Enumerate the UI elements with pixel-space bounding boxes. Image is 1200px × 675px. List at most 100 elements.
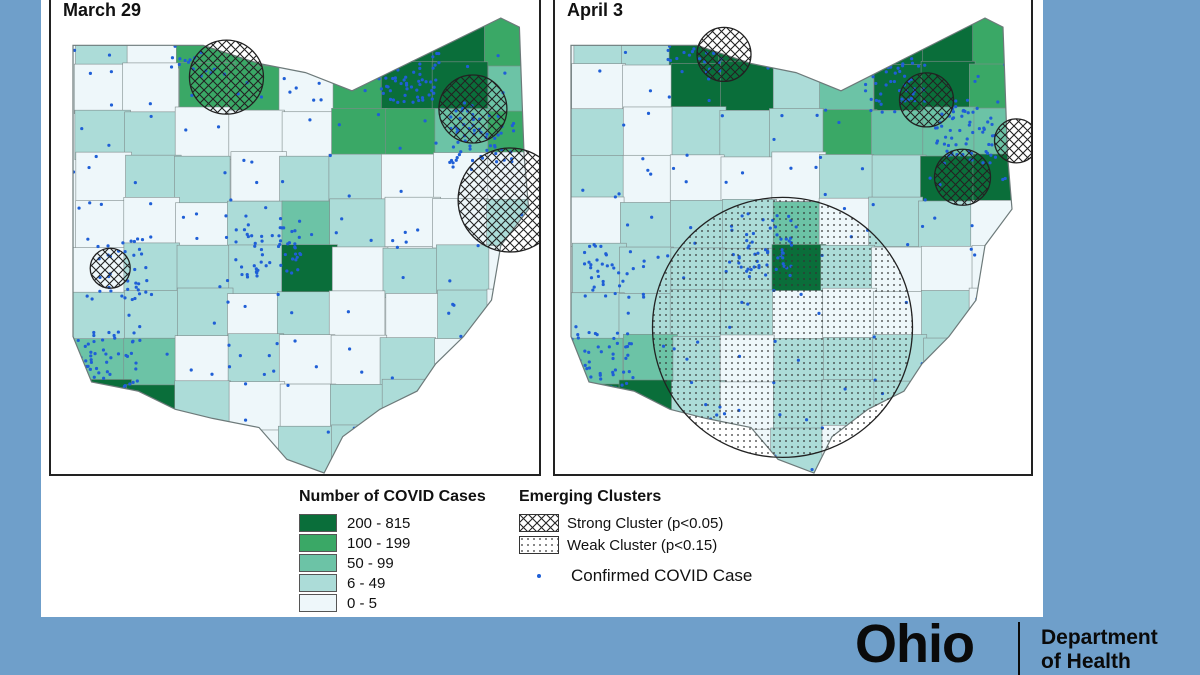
case-dot: [451, 165, 455, 169]
case-dot: [145, 279, 149, 283]
case-dot: [387, 57, 391, 61]
case-dot: [709, 453, 713, 458]
case-dot: [906, 243, 910, 247]
case-dot: [1013, 455, 1016, 458]
case-dot: [73, 387, 77, 392]
case-dot: [116, 352, 121, 356]
case-dot: [976, 74, 980, 79]
case-dot: [675, 56, 679, 61]
case-dot: [874, 98, 879, 103]
case-dot: [393, 79, 398, 83]
county: [123, 197, 180, 248]
county: [572, 242, 627, 293]
case-dot: [614, 420, 618, 425]
case-dot: [216, 125, 221, 129]
county: [968, 383, 1012, 434]
case-dot: [881, 40, 885, 44]
case-dot: [823, 192, 827, 197]
case-dot: [842, 206, 847, 211]
case-dot: [468, 144, 472, 148]
county: [671, 106, 727, 157]
case-dot: [576, 336, 580, 340]
case-dot: [206, 32, 210, 36]
case-dot: [919, 39, 923, 44]
case-dot: [666, 57, 670, 62]
case-dot: [402, 78, 406, 82]
case-dot: [256, 268, 260, 272]
case-dot: [935, 139, 940, 143]
case-dot: [493, 145, 497, 149]
case-dot: [297, 219, 302, 223]
case-dot: [395, 404, 400, 408]
case-dot: [293, 339, 297, 343]
state-outline: [570, 17, 1013, 474]
county: [230, 151, 287, 202]
legend-item-bin-3: 50 - 99: [299, 554, 394, 572]
case-dot: [113, 336, 117, 340]
case-dot: [455, 155, 459, 160]
case-dot: [260, 234, 264, 238]
case-dot: [109, 70, 113, 74]
case-dot: [578, 366, 582, 370]
case-dot: [674, 18, 678, 19]
legend-swatch: [299, 534, 337, 552]
case-dot: [87, 389, 91, 393]
case-dot: [571, 348, 575, 353]
case-dot: [390, 376, 394, 380]
case-dot: [643, 461, 647, 465]
case-dot: [412, 70, 416, 74]
case-dot: [602, 389, 606, 394]
case-dot: [369, 238, 373, 242]
case-dot: [399, 189, 403, 193]
case-dot: [954, 332, 959, 336]
case-dot: [664, 30, 668, 34]
case-dot: [876, 52, 880, 57]
legend-item-bin-1: 200 - 815: [299, 514, 410, 532]
case-dot: [624, 356, 628, 360]
case-dot: [246, 234, 250, 239]
legend-item-weak-cluster: Weak Cluster (p<0.15): [519, 536, 717, 554]
case-dot: [496, 133, 500, 137]
case-dot: [599, 377, 603, 381]
case-dot: [496, 54, 500, 58]
case-dot: [626, 353, 630, 357]
case-dot: [276, 27, 281, 31]
case-dot: [395, 245, 399, 249]
ohio-department-of-health-logo: Ohio Department of Health: [855, 614, 1195, 675]
case-dot: [1010, 300, 1012, 304]
legend-label: 100 - 199: [347, 534, 411, 552]
county: [918, 200, 973, 251]
case-dot: [405, 83, 409, 87]
case-dot: [427, 93, 431, 97]
case-dot: [243, 382, 248, 386]
case-dot: [227, 343, 231, 347]
case-dot: [864, 67, 868, 71]
case-dot: [871, 203, 875, 207]
case-dot: [958, 128, 962, 133]
cluster-layer: [651, 26, 1031, 459]
county: [771, 151, 827, 202]
case-dot: [598, 69, 602, 73]
case-dot: [259, 247, 264, 252]
case-dot: [669, 432, 673, 436]
case-dot: [868, 63, 872, 67]
case-dot: [943, 135, 948, 139]
case-dot: [379, 421, 383, 426]
case-dot: [880, 45, 884, 49]
case-dot: [86, 342, 90, 346]
case-dot: [207, 18, 211, 21]
case-dot: [388, 97, 393, 102]
county: [73, 291, 129, 343]
case-dot: [457, 153, 461, 157]
case-dot: [105, 360, 109, 364]
case-dot: [815, 113, 819, 117]
case-dot: [880, 110, 884, 114]
county: [331, 108, 388, 159]
case-dot: [511, 129, 516, 133]
case-dot: [278, 239, 283, 243]
case-dot: [530, 458, 533, 461]
case-dot: [913, 44, 918, 48]
county: [669, 154, 725, 205]
case-dot: [447, 311, 451, 315]
case-dot: [871, 75, 875, 79]
